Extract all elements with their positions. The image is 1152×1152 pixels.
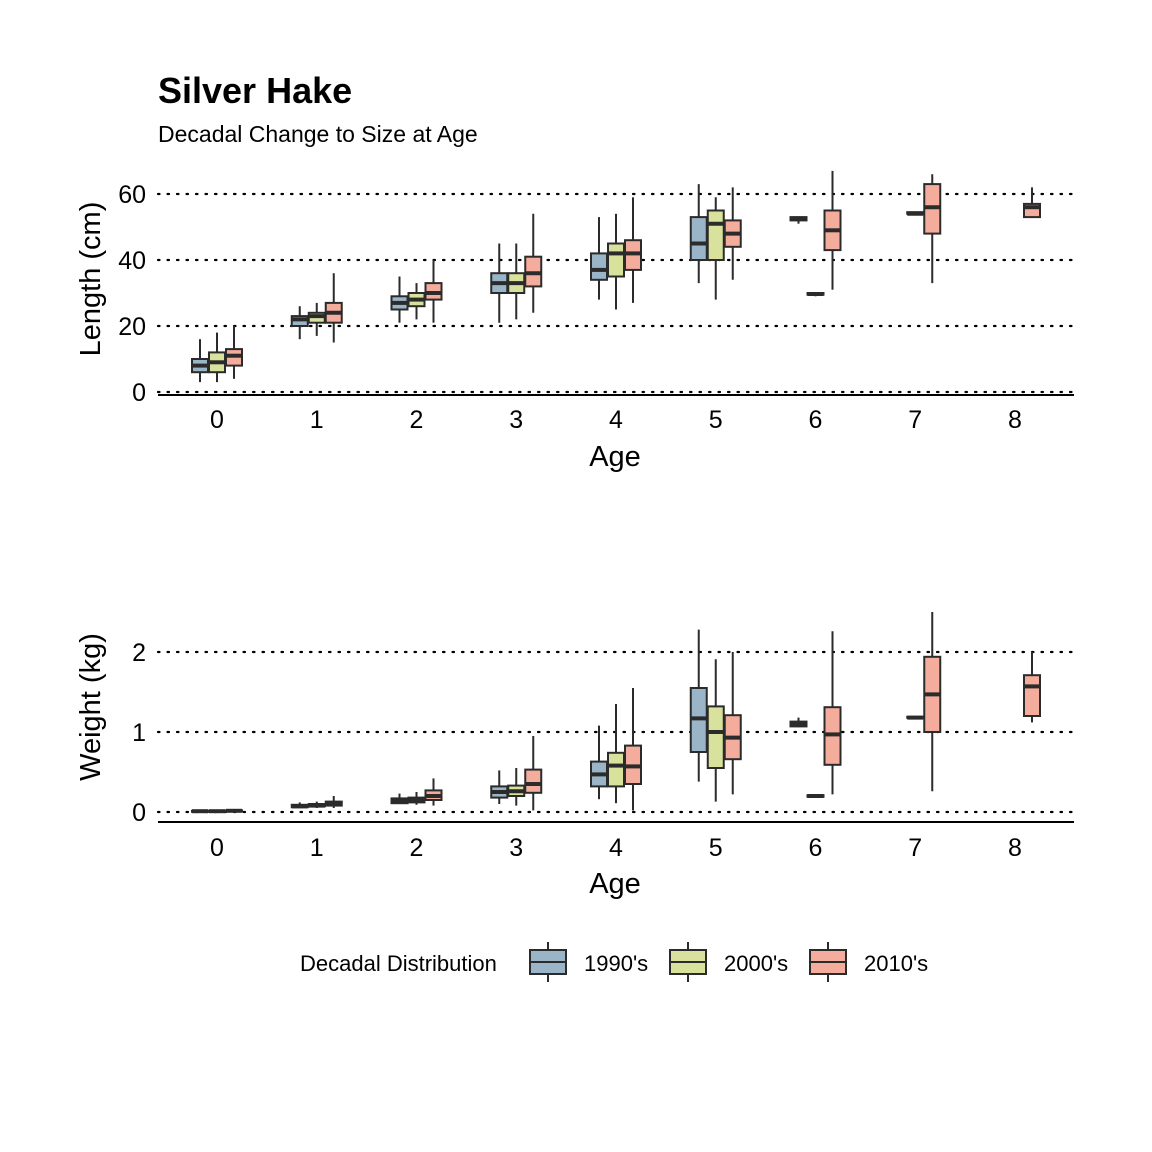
length-panel: 0 20 40 60 0 1 2 3 4 5 6 7 8 Age Length (cm) <box>75 170 1076 473</box>
x-axis-title: Age <box>589 868 641 900</box>
y-tick-label: 2 <box>132 639 146 667</box>
box-2000-s-age-2 <box>407 283 426 320</box>
x-tick-label: 5 <box>709 406 723 434</box>
box-2010-s-age-2 <box>424 778 443 806</box>
x-tick-label: 2 <box>410 406 424 434</box>
x-tick-label: 3 <box>509 406 523 434</box>
box-1990-s-age-4 <box>590 217 608 300</box>
chart-subtitle: Decadal Change to Size at Age <box>158 121 478 147</box>
box-iqr <box>706 209 725 261</box>
box-2000-s-age-0 <box>208 809 226 814</box>
legend-key-1990-s <box>529 942 567 982</box>
box-2010-s-age-3 <box>524 736 543 811</box>
box-1990-s-age-5 <box>689 629 708 782</box>
x-tick-label: 1 <box>310 834 324 862</box>
y-tick-label: 1 <box>132 719 146 747</box>
box-2010-s-age-3 <box>524 213 543 313</box>
box-2010-s-age-1 <box>324 273 343 343</box>
box-1990-s-age-3 <box>490 243 509 323</box>
box-iqr <box>607 751 625 788</box>
box-2010-s-age-5 <box>723 652 742 795</box>
box-1990-s-age-6 <box>789 717 808 728</box>
box-1990-s-age-3 <box>490 770 509 804</box>
box-2000-s-age-4 <box>607 213 625 310</box>
box-1990-s-age-2 <box>390 793 409 805</box>
box-1990-s-age-1 <box>290 802 309 809</box>
box-2000-s-age-4 <box>607 704 625 804</box>
chart-title: Silver Hake <box>158 70 353 111</box>
legend-label-2010-s: 2010's <box>864 951 928 976</box>
box-2000-s-age-5 <box>706 197 725 300</box>
box-2000-s-age-6 <box>806 794 825 798</box>
box-1990-s-age-5 <box>689 184 708 284</box>
x-tick-label: 7 <box>908 406 922 434</box>
box-2010-s-age-4 <box>624 688 642 811</box>
x-tick-label: 4 <box>609 406 623 434</box>
box-2010-s-age-6 <box>823 170 842 290</box>
box-2010-s-age-0 <box>225 326 243 379</box>
box-2010-s-age-8 <box>1023 652 1041 723</box>
box-iqr <box>689 216 708 262</box>
box-1990-s-age-4 <box>590 725 608 800</box>
y-tick-label: 40 <box>118 247 146 275</box>
box-2000-s-age-7 <box>906 211 925 216</box>
y-tick-label: 0 <box>132 799 146 827</box>
x-axis-title: Age <box>589 441 641 473</box>
legend-key-2010-s <box>809 942 847 982</box>
y-tick-label: 60 <box>118 181 146 209</box>
x-tick-label: 0 <box>210 406 224 434</box>
x-tick-label: 0 <box>210 834 224 862</box>
box-2010-s-age-8 <box>1023 187 1041 219</box>
weight-panel: 0 1 2 0 1 2 3 4 5 6 7 8 Age Weight (kg) <box>75 612 1076 900</box>
x-tick-label: 7 <box>908 834 922 862</box>
x-tick-label: 3 <box>509 834 523 862</box>
x-tick-label: 8 <box>1008 406 1022 434</box>
box-2010-s-age-2 <box>424 260 443 323</box>
box-2010-s-age-6 <box>823 631 842 795</box>
y-axis-title: Weight (kg) <box>75 633 107 781</box>
box-2010-s-age-5 <box>723 187 742 280</box>
x-tick-label: 2 <box>410 834 424 862</box>
x-tick-label: 6 <box>809 834 823 862</box>
box-2000-s-age-1 <box>307 801 326 808</box>
box-2000-s-age-2 <box>407 792 426 805</box>
box-2000-s-age-0 <box>208 332 226 383</box>
box-2000-s-age-3 <box>507 768 526 806</box>
x-tick-label: 5 <box>709 834 723 862</box>
legend-label-2000-s: 2000's <box>724 951 788 976</box>
box-1990-s-age-2 <box>390 276 409 323</box>
legend-title: Decadal Distribution <box>300 951 497 976</box>
y-axis-title: Length (cm) <box>75 202 107 357</box>
box-1990-s-age-0 <box>191 339 209 383</box>
y-tick-label: 0 <box>132 379 146 407</box>
box-2000-s-age-1 <box>307 302 326 336</box>
legend: Decadal Distribution 1990's 2000's 2010's <box>300 942 928 982</box>
x-tick-label: 1 <box>310 406 324 434</box>
y-tick-label: 20 <box>118 313 146 341</box>
x-tick-label: 8 <box>1008 834 1022 862</box>
box-iqr <box>607 242 625 278</box>
box-iqr <box>1023 674 1041 718</box>
box-1990-s-age-0 <box>191 809 209 814</box>
x-tick-label: 4 <box>609 834 623 862</box>
box-iqr <box>706 705 725 770</box>
box-2010-s-age-0 <box>225 808 243 813</box>
box-1990-s-age-1 <box>290 306 309 340</box>
box-2010-s-age-1 <box>324 796 343 808</box>
box-2010-s-age-4 <box>624 197 642 303</box>
legend-label-1990-s: 1990's <box>584 951 648 976</box>
x-tick-label: 6 <box>809 406 823 434</box>
box-2000-s-age-3 <box>507 243 526 320</box>
box-2000-s-age-6 <box>806 291 825 297</box>
box-1990-s-age-6 <box>789 216 808 224</box>
box-2000-s-age-7 <box>906 715 925 720</box>
box-2010-s-age-7 <box>923 174 942 284</box>
box-2000-s-age-5 <box>706 659 725 802</box>
box-iqr <box>590 252 608 281</box>
box-iqr <box>524 768 543 794</box>
box-2010-s-age-7 <box>923 612 942 792</box>
legend-key-2000-s <box>669 942 707 982</box>
